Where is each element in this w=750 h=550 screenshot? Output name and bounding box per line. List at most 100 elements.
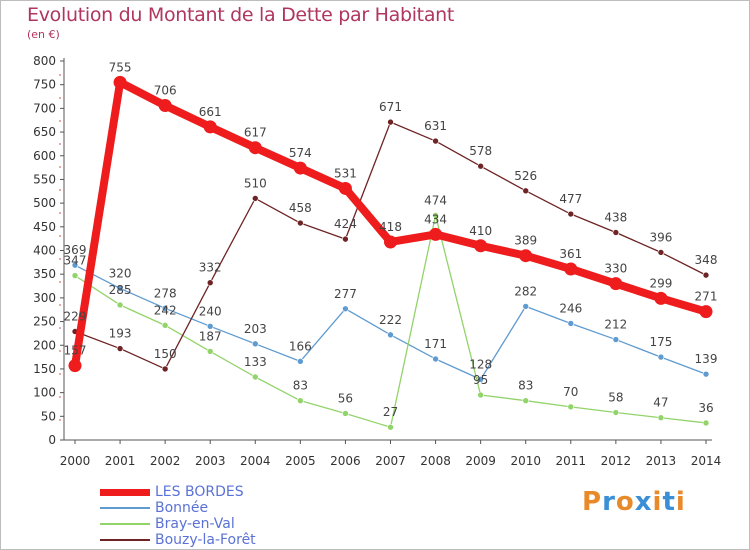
data-label-bray-en-val: 70 — [563, 385, 578, 399]
data-label-bonn-e: 320 — [109, 266, 132, 280]
data-point-les-bordes — [338, 181, 352, 195]
data-label-les-bordes: 157 — [64, 344, 87, 358]
data-label-bray-en-val: 347 — [64, 254, 87, 268]
data-point-bonn-e — [657, 353, 665, 361]
data-point-bouzy-la-for-t — [567, 210, 575, 218]
x-tick-label: 2011 — [556, 454, 587, 468]
x-tick-label: 2002 — [150, 454, 181, 468]
x-tick-label: 2001 — [105, 454, 136, 468]
data-point-bouzy-la-for-t — [432, 137, 439, 145]
data-point-bouzy-la-for-t — [522, 187, 530, 195]
data-point-bouzy-la-for-t — [161, 365, 169, 373]
data-point-bouzy-la-for-t — [251, 195, 259, 202]
data-point-bonn-e — [702, 370, 710, 378]
y-tick-label: 300 — [33, 291, 56, 305]
logo-letter: r — [602, 487, 616, 517]
data-point-bonn-e — [387, 331, 394, 339]
x-tick-label: 2007 — [375, 454, 406, 468]
data-label-les-bordes: 755 — [109, 60, 132, 74]
data-point-bray-en-val — [657, 414, 665, 422]
data-point-bray-en-val — [387, 423, 394, 431]
x-tick-label: 2013 — [646, 454, 677, 468]
logo-letter: x — [634, 487, 653, 517]
legend-label: Bouzy-la-Forêt — [155, 532, 256, 548]
data-point-les-bordes — [248, 141, 262, 155]
data-point-bray-en-val — [251, 373, 259, 381]
logo-letter: o — [615, 487, 635, 517]
data-label-bray-en-val: 83 — [293, 379, 308, 393]
data-point-bray-en-val — [702, 419, 710, 427]
y-tick-label: 550 — [33, 172, 56, 186]
data-label-les-bordes: 617 — [244, 126, 267, 140]
data-label-bonn-e: 203 — [244, 322, 267, 336]
data-label-bonn-e: 166 — [289, 339, 312, 353]
series-lines — [68, 75, 713, 431]
data-label-bouzy-la-for-t: 438 — [604, 210, 627, 224]
data-point-bouzy-la-for-t — [342, 235, 349, 243]
data-point-bonn-e — [116, 285, 124, 292]
data-point-bonn-e — [161, 304, 169, 312]
data-label-bouzy-la-for-t: 671 — [379, 100, 402, 114]
data-label-bray-en-val: 95 — [473, 373, 488, 387]
data-label-bouzy-la-for-t: 631 — [424, 119, 447, 133]
data-point-bray-en-val — [522, 397, 530, 404]
data-point-bouzy-la-for-t — [657, 249, 665, 256]
data-point-bonn-e — [251, 340, 259, 348]
y-tick-label: 150 — [33, 362, 56, 376]
legend-swatch — [100, 539, 150, 541]
y-tick-label: 250 — [33, 315, 56, 329]
data-label-bouzy-la-for-t: 424 — [334, 217, 357, 231]
data-point-les-bordes — [519, 249, 533, 263]
data-label-les-bordes: 661 — [199, 105, 222, 119]
data-label-bray-en-val: 56 — [338, 391, 353, 405]
data-point-bonn-e — [206, 322, 214, 330]
data-point-bonn-e — [567, 320, 575, 327]
y-tick-label: 500 — [33, 196, 56, 210]
data-label-bonn-e: 282 — [514, 284, 537, 298]
data-label-bonn-e: 222 — [379, 313, 402, 327]
legend-label: Bonnée — [155, 500, 209, 516]
data-label-bonn-e: 139 — [695, 352, 718, 366]
data-point-bonn-e — [342, 305, 349, 313]
data-label-les-bordes: 330 — [604, 262, 627, 276]
data-label-bonn-e: 175 — [649, 335, 672, 349]
data-point-les-bordes — [68, 359, 82, 373]
data-label-les-bordes: 418 — [379, 220, 402, 234]
data-point-les-bordes — [474, 239, 488, 253]
data-label-bouzy-la-for-t: 332 — [199, 261, 222, 275]
data-point-les-bordes — [293, 161, 307, 175]
data-point-bray-en-val — [71, 272, 79, 279]
data-label-bray-en-val: 187 — [199, 329, 222, 343]
y-tick-label: 650 — [33, 125, 56, 139]
data-label-bray-en-val: 133 — [244, 355, 267, 369]
data-label-bouzy-la-for-t: 526 — [514, 169, 537, 183]
data-label-bonn-e: 171 — [424, 337, 447, 351]
axes: 0 50 100 150 200 250 300 350 400 450 500 550 600 650 7… — [33, 54, 721, 468]
data-label-les-bordes: 531 — [334, 166, 357, 180]
y-tick-label: 700 — [33, 101, 56, 115]
data-point-bray-en-val — [297, 397, 304, 404]
data-label-bray-en-val: 27 — [383, 405, 398, 419]
data-label-bouzy-la-for-t: 510 — [244, 176, 267, 190]
y-tick-label: 600 — [33, 149, 56, 163]
data-label-bouzy-la-for-t: 477 — [559, 192, 582, 206]
chart-title: Evolution du Montant de la Dette par Hab… — [27, 4, 455, 26]
data-label-bonn-e: 240 — [199, 304, 222, 318]
data-label-les-bordes: 410 — [469, 224, 492, 238]
legend-swatch — [100, 489, 150, 496]
y-tick-label: 450 — [33, 220, 56, 234]
data-point-les-bordes — [429, 227, 443, 241]
data-point-bray-en-val — [432, 212, 439, 219]
x-tick-label: 2003 — [195, 454, 226, 468]
data-point-bonn-e — [432, 355, 439, 363]
data-point-bouzy-la-for-t — [387, 118, 394, 126]
legend-label: Bray-en-Val — [155, 516, 235, 532]
data-point-bray-en-val — [342, 410, 349, 417]
logo-letter: P — [582, 487, 603, 517]
data-point-bouzy-la-for-t — [477, 162, 484, 170]
data-point-bray-en-val — [206, 348, 214, 355]
data-label-bouzy-la-for-t: 229 — [64, 310, 87, 324]
legend-label: LES BORDES — [155, 484, 244, 500]
data-point-les-bordes — [113, 75, 127, 89]
